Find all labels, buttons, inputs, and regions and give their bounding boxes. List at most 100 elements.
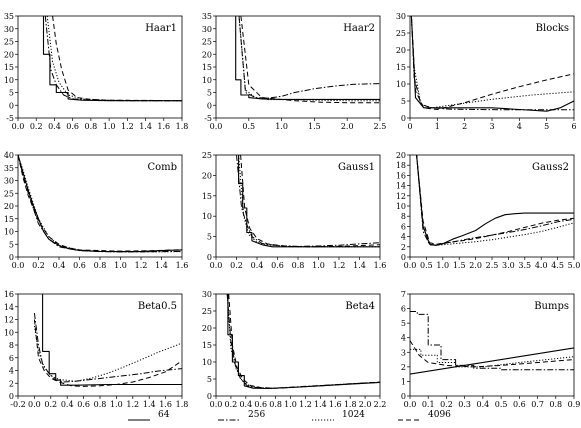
x-tick-label: 3.0	[502, 261, 515, 270]
y-tick-label: 20	[202, 324, 212, 333]
x-tick-label: 0.7	[531, 400, 544, 409]
x-tick-label: 0.8	[549, 400, 562, 409]
y-tick-label: 20	[4, 202, 14, 211]
y-tick-label: 25	[4, 38, 14, 47]
x-tick-label: 0.2	[230, 261, 243, 270]
x-tick-label: 0.0	[210, 122, 223, 131]
y-tick-label: 10	[4, 328, 14, 337]
y-tick-label: 6	[401, 305, 406, 314]
legend-label: 4096	[428, 410, 451, 420]
x-tick-label: 0.6	[254, 400, 267, 409]
x-tick-label: 0.4	[477, 400, 490, 409]
x-tick-label: 0.2	[32, 261, 45, 270]
y-tick-label: 30	[4, 25, 14, 34]
y-tick-label: 8	[401, 212, 406, 221]
y-tick-label: 20	[396, 46, 406, 55]
x-tick-label: 1.0	[103, 122, 116, 131]
x-tick-label: 0.0	[12, 122, 25, 131]
series-line-dashed	[410, 340, 574, 368]
x-tick-label: 0.2	[44, 400, 57, 409]
series-line-dotted	[410, 348, 574, 368]
y-tick-label: 5	[207, 89, 212, 98]
x-tick-label: 0.8	[94, 261, 107, 270]
y-tick-label: 0	[207, 101, 212, 110]
y-tick-label: 18	[396, 161, 406, 170]
x-tick-label: 0.5	[420, 261, 433, 270]
x-tick-label: 0.4	[48, 122, 61, 131]
panel-blocks: 0 5 10 15 20 25 30 0 1 2 3 4 5 6 Blocks	[396, 12, 577, 131]
legend: 64 256 1024 4096	[128, 410, 451, 421]
panel-comb: 0 5 10 15 20 25 30 35 40 0.0 0.2 0.4 0.6 0.8 1.0 1.2 1.4…	[4, 151, 189, 270]
x-tick-label: 1.6	[329, 400, 342, 409]
x-tick-label: 1.5	[453, 261, 466, 270]
y-tick-label: 15	[202, 341, 212, 350]
y-tick-label: 4	[401, 233, 406, 242]
series-line-dashdot	[410, 16, 574, 111]
y-tick-label: 2	[401, 243, 406, 252]
y-tick-label: 25	[396, 29, 406, 38]
x-tick-label: 1.4	[314, 400, 327, 409]
series-line-dashdot	[416, 155, 574, 246]
x-tick-label: 0.5	[242, 122, 255, 131]
x-tick-label: 4.5	[551, 261, 564, 270]
x-tick-label: 3.5	[518, 261, 531, 270]
x-tick-label: 0.1	[422, 400, 435, 409]
x-tick-label: 0.0	[210, 261, 223, 270]
x-tick-label: 1.2	[126, 400, 139, 409]
x-tick-label: 0.4	[61, 400, 74, 409]
y-tick-label: 8	[9, 341, 14, 350]
y-tick-label: 2	[9, 379, 14, 388]
y-tick-label: 6	[401, 222, 406, 231]
panel-title: Gauss1	[338, 162, 375, 173]
x-tick-label: 0.0	[404, 261, 417, 270]
panel-title: Haar1	[145, 23, 177, 34]
y-tick-label: 25	[202, 307, 212, 316]
plot-frame	[409, 293, 575, 397]
legend-label: 1024	[342, 410, 365, 420]
x-tick-label: 1.8	[176, 122, 189, 131]
x-tick-label: 2	[462, 122, 467, 131]
series-line-dashdot	[226, 294, 380, 389]
x-tick-label: 1.4	[143, 400, 156, 409]
x-tick-label: 0	[407, 122, 412, 131]
y-tick-label: 25	[202, 151, 212, 160]
x-tick-label: 1.8	[176, 400, 189, 409]
y-tick-label: 35	[202, 12, 212, 21]
panel-haar2: -5 0 5 10 15 20 25 30 35 0.0 0.5 1.0 1.5 2.0 2.5 Haar2	[202, 12, 387, 131]
x-tick-label: 1.2	[135, 261, 148, 270]
x-tick-label: 2.5	[374, 122, 387, 131]
series-line-dashed	[240, 16, 380, 104]
x-tick-label: 0.6	[73, 261, 86, 270]
y-tick-label: 2	[401, 363, 406, 372]
legend-label: 256	[248, 410, 265, 420]
x-tick-label: 0.6	[271, 261, 284, 270]
x-tick-label: 0.4	[53, 261, 66, 270]
y-tick-label: 25	[4, 189, 14, 198]
x-tick-label: 0.8	[94, 400, 107, 409]
x-tick-label: 1.0	[436, 261, 449, 270]
series-line-dashed	[52, 16, 182, 102]
panel-beta0-5: 0 2 4 6 8 10 12 14 16 -0.2 0.0 0.2 0.4 0.6 0.8 1.0 1.2 1.…	[4, 290, 189, 409]
x-tick-label: 0.3	[458, 400, 471, 409]
legend-label: 64	[158, 410, 170, 420]
x-tick-label: 1.4	[155, 261, 168, 270]
y-tick-label: 5	[9, 89, 14, 98]
panel-title: Bumps	[534, 301, 569, 312]
y-tick-label: 30	[202, 25, 212, 34]
series-line-dashdot	[238, 16, 380, 99]
y-tick-label: 3	[401, 348, 406, 357]
y-tick-label: 20	[396, 151, 406, 160]
y-tick-label: 15	[4, 215, 14, 224]
series-line-dotted	[18, 155, 182, 253]
x-tick-label: 1.2	[299, 400, 312, 409]
y-tick-label: 30	[396, 12, 406, 21]
y-tick-label: 15	[396, 63, 406, 72]
y-tick-label: 30	[202, 290, 212, 299]
y-tick-label: 6	[9, 354, 14, 363]
y-tick-label: 20	[202, 171, 212, 180]
x-tick-label: 2.0	[341, 122, 354, 131]
series-line-solid	[235, 16, 380, 100]
y-tick-label: 20	[4, 50, 14, 59]
x-tick-label: 1.6	[176, 261, 189, 270]
x-tick-label: 0.0	[28, 400, 41, 409]
